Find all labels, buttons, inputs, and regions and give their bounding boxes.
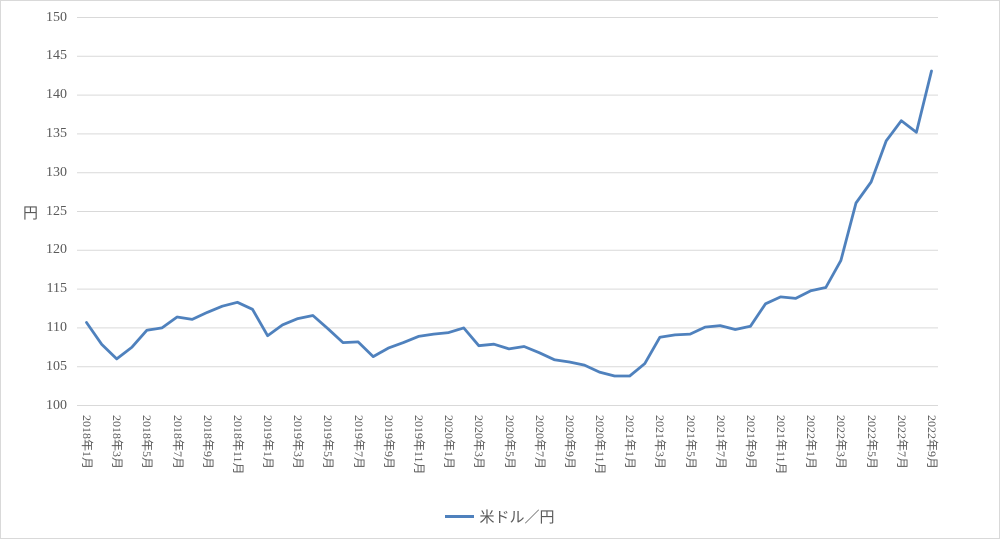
x-axis-tick-label: 2020年7月 bbox=[532, 415, 547, 470]
x-axis-tick-label: 2021年11月 bbox=[774, 415, 789, 475]
x-axis-tick-label: 2019年3月 bbox=[291, 415, 306, 470]
legend: 米ドル／円 bbox=[1, 506, 999, 527]
y-axis-title: 円 bbox=[23, 205, 39, 222]
x-axis-tick-label: 2021年5月 bbox=[683, 415, 698, 470]
x-axis-tick-label: 2018年5月 bbox=[140, 415, 155, 470]
x-axis-tick-label: 2022年5月 bbox=[864, 415, 879, 470]
x-axis-tick-label: 2019年5月 bbox=[321, 415, 336, 470]
y-axis-tick-label: 120 bbox=[46, 242, 67, 258]
x-axis-tick-label: 2018年1月 bbox=[80, 415, 95, 470]
x-axis-tick-label: 2018年7月 bbox=[170, 415, 185, 470]
x-axis-tick-label: 2019年7月 bbox=[351, 415, 366, 470]
y-axis-tick-label: 100 bbox=[46, 397, 67, 413]
x-axis-tick-label: 2020年3月 bbox=[472, 415, 487, 470]
x-axis-tick-label: 2020年1月 bbox=[442, 415, 457, 470]
legend-series-label: 米ドル／円 bbox=[479, 510, 555, 526]
x-axis-tick-label: 2019年11月 bbox=[411, 415, 426, 475]
x-axis-tick-label: 2020年11月 bbox=[593, 415, 608, 475]
x-axis-tick-label: 2021年7月 bbox=[713, 415, 728, 470]
x-axis-tick-label: 2018年11月 bbox=[230, 415, 245, 475]
x-axis-tick-label: 2019年9月 bbox=[381, 415, 396, 470]
series-line-usd-jpy bbox=[85, 69, 933, 378]
x-axis-tick-label: 2022年1月 bbox=[804, 415, 819, 470]
x-axis-tick-label: 2021年1月 bbox=[623, 415, 638, 470]
x-axis-tick-label: 2020年5月 bbox=[502, 415, 517, 470]
y-axis-tick-label: 125 bbox=[46, 203, 67, 219]
y-axis-tick-label: 140 bbox=[46, 87, 67, 103]
x-axis-tick-label: 2019年1月 bbox=[261, 415, 276, 470]
x-axis-tick-label: 2018年3月 bbox=[110, 415, 125, 470]
legend-line-swatch bbox=[445, 515, 475, 518]
y-axis-tick-label: 115 bbox=[46, 281, 67, 297]
y-axis-tick-label: 105 bbox=[46, 358, 67, 374]
x-axis-tick-label: 2018年9月 bbox=[200, 415, 215, 470]
x-axis-tick-label: 2022年3月 bbox=[834, 415, 849, 470]
x-axis-tick-label: 2022年9月 bbox=[924, 415, 939, 470]
y-axis-tick-label: 150 bbox=[46, 9, 67, 25]
x-axis-tick-label: 2021年9月 bbox=[743, 415, 758, 470]
x-axis-tick-label: 2020年9月 bbox=[562, 415, 577, 470]
x-axis-tick-label: 2022年7月 bbox=[894, 415, 909, 470]
y-axis-tick-label: 130 bbox=[46, 164, 67, 180]
y-axis-tick-label: 110 bbox=[46, 319, 67, 335]
y-axis-tick-label: 135 bbox=[46, 125, 67, 141]
x-axis-tick-label: 2021年3月 bbox=[653, 415, 668, 470]
y-axis-tick-label: 145 bbox=[46, 48, 67, 64]
